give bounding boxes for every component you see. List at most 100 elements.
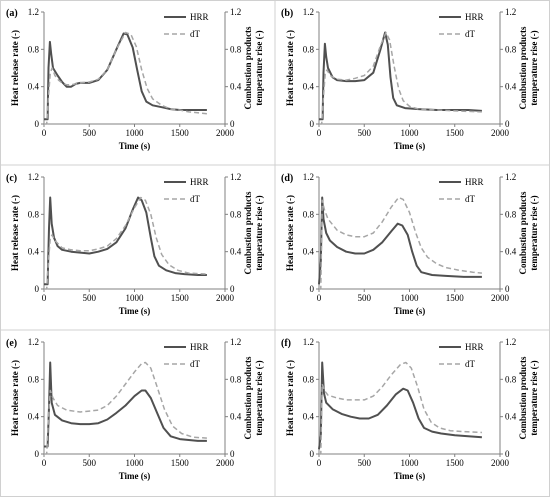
y-tick-label-right: 1.2 [230,172,241,182]
y-tick-label-left: 1.2 [303,7,314,17]
y-tick-label-left: 0.8 [303,374,315,384]
x-tick-label: 500 [83,293,97,303]
y-tick-label-right: 0.4 [505,82,517,92]
x-axis-title: Time (s) [394,471,426,481]
y-tick-label-right: 0.8 [230,209,242,219]
legend-label-dt: dT [190,359,201,369]
series-line-dt [319,196,482,290]
panel-label: (f) [281,338,291,349]
y-axis-title-right-line2: temperature rise (-) [529,30,539,105]
y-tick-label-left: 1.2 [303,172,314,182]
y-tick-label-right: 0.4 [505,247,517,257]
legend: HRR dT [164,177,209,204]
y-tick-label-left: 0 [35,449,40,459]
y-tick-label-right: 0.4 [230,247,242,257]
legend-label-dt: dT [465,29,476,39]
y-tick-label-right: 1.2 [230,337,241,347]
y-axis-title-left: Heat release rate (-) [10,30,20,106]
y-tick-label-left: 0.4 [28,82,40,92]
series-line-dt [44,196,207,290]
y-axis-title-left: Heat release rate (-) [10,360,20,436]
series-line-dt [319,361,482,455]
y-tick-label-left: 0.8 [28,374,40,384]
y-tick-label-left: 0 [310,119,315,129]
y-tick-label-left: 0.4 [28,247,40,257]
series-line-hrr [318,196,482,285]
x-tick-label: 0 [317,128,322,138]
y-tick-label-left: 0.8 [28,44,40,54]
y-axis-title-left: Heat release rate (-) [285,360,295,436]
x-tick-label: 2000 [216,458,235,468]
y-tick-label-left: 0.8 [303,209,315,219]
x-tick-label: 500 [358,128,372,138]
y-tick-label-left: 1.2 [303,337,314,347]
y-tick-label-right: 0 [505,449,510,459]
y-axis-title-right-line2: temperature rise (-) [254,195,264,270]
x-tick-label: 0 [42,458,47,468]
y-axis-title-left: Heat release rate (-) [10,195,20,271]
legend-label-hrr: HRR [190,12,209,22]
x-tick-label: 1500 [446,128,465,138]
x-axis-title: Time (s) [394,306,426,316]
x-tick-label: 1000 [126,128,145,138]
y-tick-label-right: 0.8 [505,374,517,384]
x-tick-label: 1500 [446,458,465,468]
x-tick-label: 1500 [171,293,190,303]
series-line-hrr [44,32,207,121]
series-line-hrr [318,361,482,450]
y-tick-label-right: 0 [505,284,510,294]
y-axis-title-right-line1: Combustion products [243,191,253,275]
y-tick-label-left: 0.4 [303,247,315,257]
x-tick-label: 0 [317,293,322,303]
y-axis-title-right-line2: temperature rise (-) [254,30,264,105]
y-tick-label-right: 0 [230,284,235,294]
legend-label-dt: dT [465,194,476,204]
legend-label-dt: dT [190,194,201,204]
x-tick-label: 1000 [126,293,145,303]
panel-label: (b) [281,8,293,19]
y-tick-label-left: 0.4 [303,412,315,422]
y-tick-label-right: 0.4 [230,82,242,92]
legend-label-hrr: HRR [190,342,209,352]
x-tick-label: 500 [358,458,372,468]
series-line-hrr [319,31,482,121]
series-line-hrr [44,196,207,286]
y-tick-label-left: 0.4 [303,82,315,92]
y-tick-label-right: 0 [230,119,235,129]
x-tick-label: 0 [42,293,47,303]
legend: HRR dT [164,12,209,39]
y-tick-label-left: 0.4 [28,412,40,422]
legend: HRR dT [439,12,484,39]
x-axis-title: Time (s) [119,471,151,481]
y-tick-label-left: 0 [310,284,315,294]
legend-label-hrr: HRR [190,177,209,187]
y-axis-title-left: Heat release rate (-) [285,30,295,106]
y-tick-label-left: 1.2 [28,337,39,347]
legend-label-hrr: HRR [465,12,484,22]
x-tick-label: 2000 [491,128,510,138]
y-tick-label-left: 0.8 [303,44,315,54]
y-tick-label-left: 0 [310,449,315,459]
x-tick-label: 2000 [491,293,510,303]
series-line-dt [44,361,207,455]
y-tick-label-right: 0 [230,449,235,459]
series-line-dt [44,31,207,125]
legend-label-hrr: HRR [465,177,484,187]
legend: HRR dT [164,342,209,369]
y-tick-label-right: 1.2 [505,172,516,182]
series-line-dt [319,31,482,125]
panel-label: (d) [281,173,293,184]
y-axis-title-right-line1: Combustion products [518,26,528,110]
y-tick-label-right: 1.2 [230,7,241,17]
y-tick-label-right: 1.2 [505,7,516,17]
y-tick-label-right: 0.8 [505,209,517,219]
y-axis-title-left: Heat release rate (-) [285,195,295,271]
x-tick-label: 0 [317,458,322,468]
